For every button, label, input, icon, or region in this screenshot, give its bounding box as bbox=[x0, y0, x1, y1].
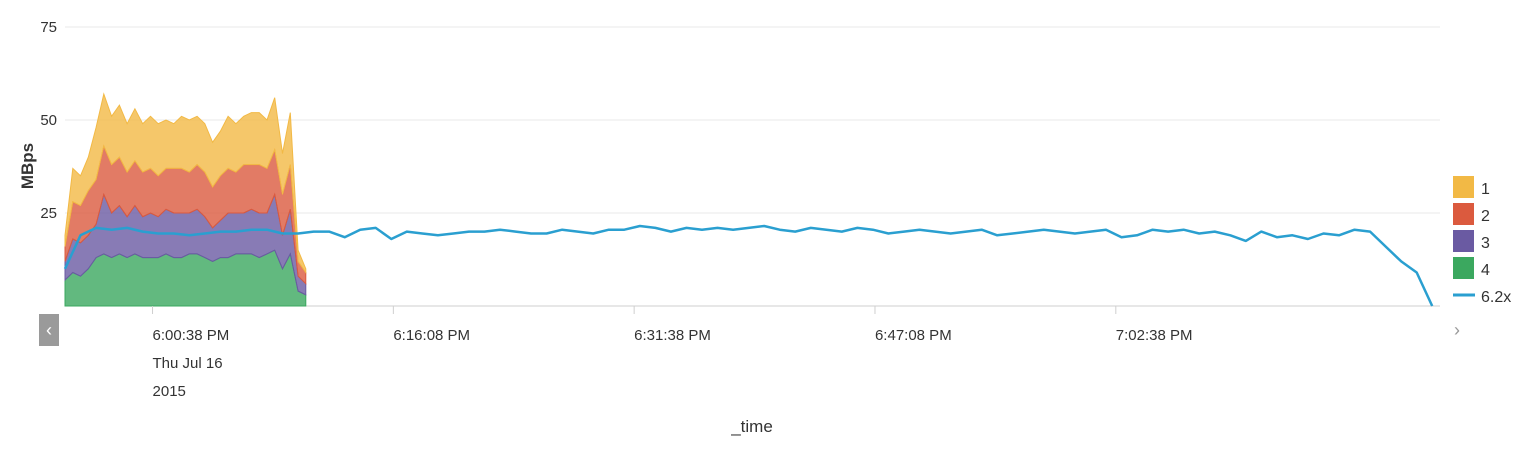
y-tick-labels: 25 50 75 bbox=[40, 19, 57, 222]
stacked-areas bbox=[64, 92, 307, 307]
chevron-left-icon[interactable]: ‹ bbox=[39, 314, 59, 346]
legend-swatch-4 bbox=[1453, 257, 1474, 279]
chevron-right-icon[interactable]: › bbox=[1454, 320, 1460, 340]
legend-label-4: 4 bbox=[1481, 262, 1490, 279]
line-series bbox=[63, 224, 1434, 307]
legend-label-6.2x: 6.2x bbox=[1481, 289, 1511, 306]
x-tick-label-4-0: 7:02:38 PM bbox=[1116, 327, 1193, 344]
area-series-1 bbox=[64, 92, 307, 275]
legend-swatch-2 bbox=[1453, 203, 1474, 225]
x-axis-title: _time bbox=[730, 417, 773, 436]
y-tick-25: 25 bbox=[40, 205, 57, 222]
legend-swatch-3 bbox=[1453, 230, 1474, 252]
legend-label-1: 1 bbox=[1481, 181, 1490, 198]
legend-label-2: 2 bbox=[1481, 208, 1490, 225]
x-tick-label-3-0: 6:47:08 PM bbox=[875, 327, 952, 344]
legend-swatch-1 bbox=[1453, 176, 1474, 198]
x-tick-labels: 6:00:38 PM Thu Jul 16 2015 6:16:08 PM 6:31:3… bbox=[152, 306, 1193, 400]
x-tick-label-2-0: 6:31:38 PM bbox=[634, 327, 711, 344]
y-axis-title: MBps bbox=[18, 143, 37, 189]
legend[interactable]: 1 2 3 4 6.2x bbox=[1453, 176, 1511, 306]
y-tick-50: 50 bbox=[40, 112, 57, 129]
x-tick-label-1-0: 6:16:08 PM bbox=[393, 327, 470, 344]
area-series-4 bbox=[64, 249, 307, 307]
y-tick-75: 75 bbox=[40, 19, 57, 36]
legend-label-3: 3 bbox=[1481, 235, 1490, 252]
x-tick-label-0-2: 2015 bbox=[153, 383, 186, 400]
x-tick-label-0-1: Thu Jul 16 bbox=[153, 355, 223, 372]
x-tick-label-0-0: 6:00:38 PM bbox=[153, 327, 230, 344]
line-series-6.2x bbox=[63, 224, 1434, 307]
